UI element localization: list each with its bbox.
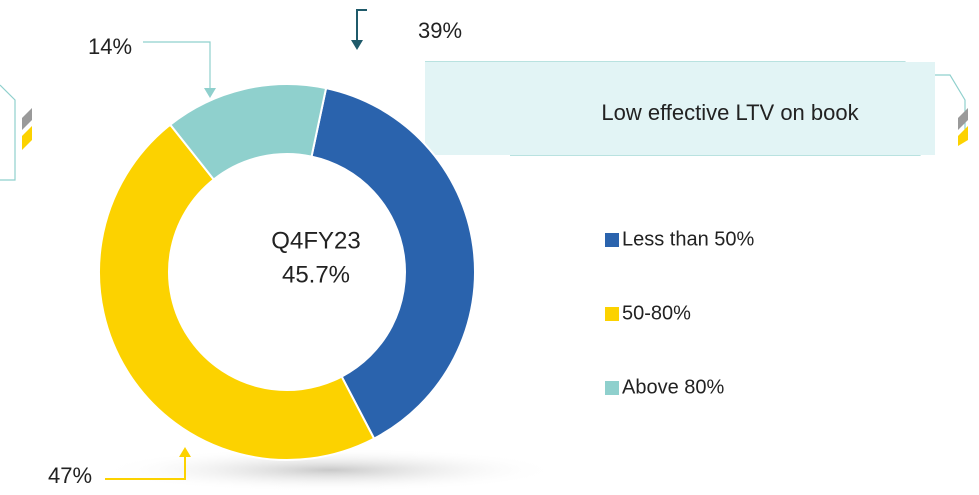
- data-label: 14%: [88, 34, 132, 59]
- donut-segment: [310, 86, 476, 440]
- center-title: Q4FY23: [271, 227, 360, 254]
- data-label: 39%: [418, 18, 462, 43]
- legend-swatch: [605, 381, 619, 395]
- legend-swatch: [605, 233, 619, 247]
- donut-segment: [168, 83, 328, 181]
- legend-swatch: [605, 307, 619, 321]
- leader: [105, 455, 186, 480]
- leader-arrow: [179, 447, 191, 457]
- center-value: 45.7%: [282, 261, 350, 288]
- annotation-box: [425, 62, 935, 155]
- leader-arrow: [204, 88, 216, 98]
- decor-stripes: [22, 108, 968, 150]
- legend-label: Less than 50%: [622, 228, 755, 250]
- donut-segment: [98, 123, 376, 461]
- data-label: 47%: [48, 463, 92, 488]
- leader: [356, 9, 367, 42]
- legend-label: Above 80%: [622, 376, 725, 398]
- legend-label: 50-80%: [622, 302, 691, 324]
- leader-arrow: [351, 40, 363, 50]
- annotation: Low effective LTV on book: [601, 100, 859, 125]
- shadow: [100, 448, 560, 492]
